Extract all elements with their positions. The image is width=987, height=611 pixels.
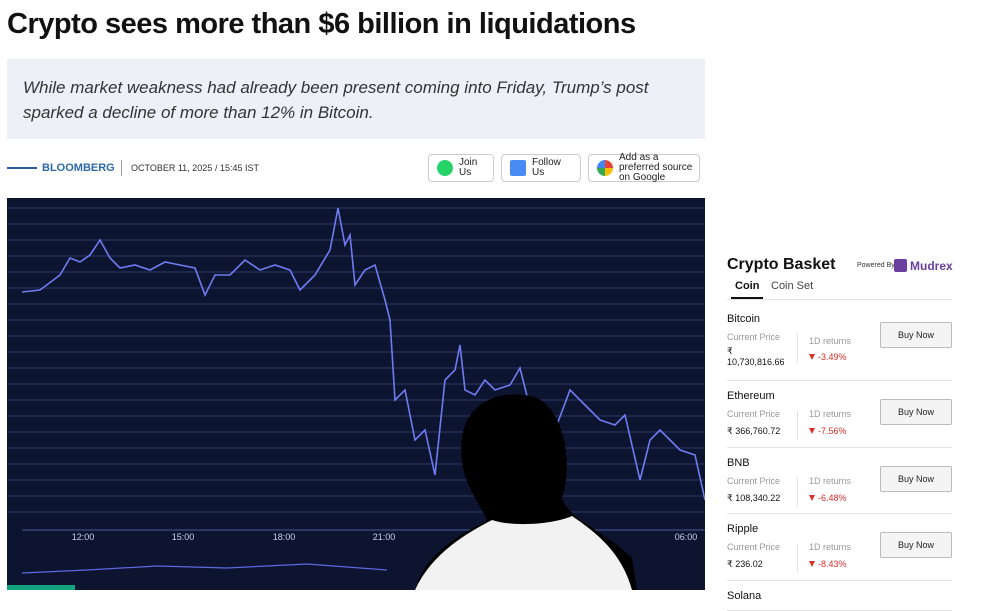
tab-active[interactable]: Coin — [735, 280, 760, 292]
brand: Mudrex — [910, 259, 953, 273]
price-label: Current Price — [727, 409, 781, 419]
returns-label: 1D returns — [809, 542, 852, 552]
screen-volume — [21, 563, 388, 574]
person-shirt — [415, 516, 632, 590]
google-button[interactable]: Add as a preferred source on Google — [588, 152, 700, 183]
accent-bar — [7, 585, 75, 590]
change-value: -7.56% — [818, 426, 847, 436]
price: ₹ 236.02 — [727, 559, 763, 569]
screen — [7, 198, 705, 590]
join-button[interactable]: Join Us — [428, 154, 494, 182]
screen-grid — [7, 207, 705, 513]
screen-time-label: 06:00 — [675, 532, 698, 542]
source[interactable]: BLOOMBERG — [42, 162, 115, 174]
change: -3.49% — [809, 352, 847, 362]
screen-time-label: 21:00 — [373, 532, 396, 542]
coin-row: Bitcoin Current Price ₹ 10,730,816.66 1D re… — [727, 313, 952, 381]
label: Join Us — [459, 157, 478, 178]
coin-name: BNB — [727, 457, 750, 469]
label: Follow Us — [532, 157, 561, 178]
change-value: -3.49% — [818, 352, 847, 362]
google-icon — [597, 160, 613, 176]
summary: While market weakness had already been p… — [7, 59, 705, 139]
change: -7.56% — [809, 426, 847, 436]
change-value: -8.43% — [818, 559, 847, 569]
coin-row: Solana — [727, 590, 952, 611]
divider — [797, 333, 798, 363]
buy-button[interactable]: Buy Now — [880, 322, 952, 348]
whatsapp-icon — [437, 160, 453, 176]
change: -6.48% — [809, 493, 847, 503]
returns-label: 1D returns — [809, 409, 852, 419]
screen-time-label: 18:00 — [273, 532, 296, 542]
screen-time-label: 12:00 — [72, 532, 95, 542]
screen-time-label: 15:00 — [172, 532, 195, 542]
down-arrow — [809, 428, 815, 434]
coin-name: Solana — [727, 590, 762, 602]
down-arrow — [809, 495, 815, 501]
coin-row: Ethereum Current Price ₹ 366,760.72 1D retu… — [727, 390, 952, 448]
price: ₹ 108,340.22 — [727, 493, 781, 503]
down-arrow — [809, 561, 815, 567]
price: ₹ 10,730,816.66 — [727, 346, 785, 367]
coin-row: BNB Current Price ₹ 108,340.22 1D returns -6… — [727, 457, 952, 514]
byline-rule — [7, 167, 37, 169]
tabs-rule — [727, 299, 952, 300]
coin-name: Ripple — [727, 523, 759, 535]
buy-button[interactable]: Buy Now — [880, 399, 952, 425]
divider — [121, 160, 122, 176]
change-value: -6.48% — [818, 493, 847, 503]
buy-button[interactable]: Buy Now — [880, 466, 952, 492]
follow-button[interactable]: Follow Us — [501, 154, 581, 182]
divider — [797, 543, 798, 573]
label: Add as a preferred source on Google — [619, 152, 693, 183]
price: ₹ 366,760.72 — [727, 426, 781, 436]
price-label: Current Price — [727, 332, 781, 342]
coin-row: Ripple Current Price ₹ 236.02 1D returns -8.… — [727, 523, 952, 581]
headline: Crypto sees more than $6 billion in liqu… — [7, 8, 636, 40]
mudrex-logo — [894, 259, 907, 272]
powered-by: Powered By — [857, 262, 895, 269]
date: OCTOBER 11, 2025 — [131, 163, 213, 173]
time: / 15:45 IST — [215, 163, 260, 173]
tab[interactable]: Coin Set — [771, 280, 814, 292]
divider — [797, 477, 798, 507]
price-label: Current Price — [727, 542, 781, 552]
coin-name: Bitcoin — [727, 313, 761, 325]
coin-name: Ethereum — [727, 390, 775, 402]
news-icon — [510, 160, 526, 176]
returns-label: 1D returns — [809, 336, 852, 346]
price-label: Current Price — [727, 476, 781, 486]
widget-title: Crypto Basket — [727, 256, 836, 273]
returns-label: 1D returns — [809, 476, 852, 486]
tab-underline — [731, 297, 763, 299]
screen-line — [21, 207, 705, 501]
buy-button[interactable]: Buy Now — [880, 532, 952, 558]
down-arrow — [809, 354, 815, 360]
divider — [797, 410, 798, 440]
change: -8.43% — [809, 559, 847, 569]
